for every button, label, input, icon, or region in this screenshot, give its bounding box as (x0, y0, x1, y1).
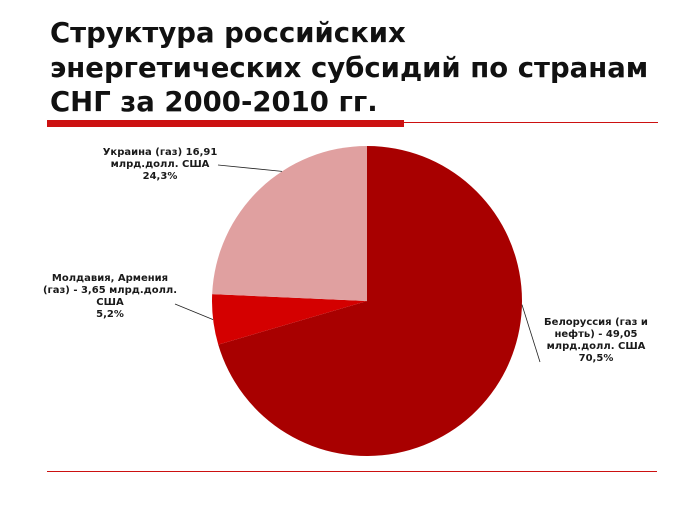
data-label: Белоруссия (газ и нефть) - 49,05 млрд.долл… (544, 317, 648, 364)
data-label-line: 5,2% (96, 309, 124, 320)
pie-slice (212, 146, 367, 301)
data-label-line: Украина (газ) 16,91 (103, 147, 218, 158)
slide-title: Структура российских энергетических субс… (50, 16, 670, 120)
slide-title-line: Структура российских (50, 17, 406, 49)
data-label-line: 24,3% (143, 171, 178, 182)
title-divider-line (404, 122, 658, 123)
title-accent-bar (47, 120, 404, 127)
footer-divider-line (47, 471, 657, 472)
data-label-line: нефть) - 49,05 (554, 328, 637, 340)
leader-line (174, 303, 214, 320)
data-label: Молдавия, Армения (газ) - 3,65 млрд.долл.… (43, 273, 177, 320)
data-label-line: США (96, 297, 124, 308)
pie-slice (218, 146, 522, 456)
slide-title-line: энергетических субсидий по странам (50, 51, 649, 84)
leader-line (217, 164, 283, 172)
leader-line (521, 304, 541, 363)
pie-slice (211, 294, 367, 345)
data-label-line: млрд.долл. США (111, 159, 210, 170)
data-label-line: Молдавия, Армения (52, 273, 168, 284)
data-label: Украина (газ) 16,91 млрд.долл. США 24,3% (103, 147, 218, 182)
data-label-line: (газ) - 3,65 млрд.долл. (43, 285, 177, 296)
data-label-line: 70,5% (579, 353, 614, 364)
data-label-line: млрд.долл. США (547, 341, 646, 352)
data-label-line: Белоруссия (газ и (544, 317, 648, 328)
slide-title-line: СНГ за 2000-2010 гг. (50, 86, 378, 118)
